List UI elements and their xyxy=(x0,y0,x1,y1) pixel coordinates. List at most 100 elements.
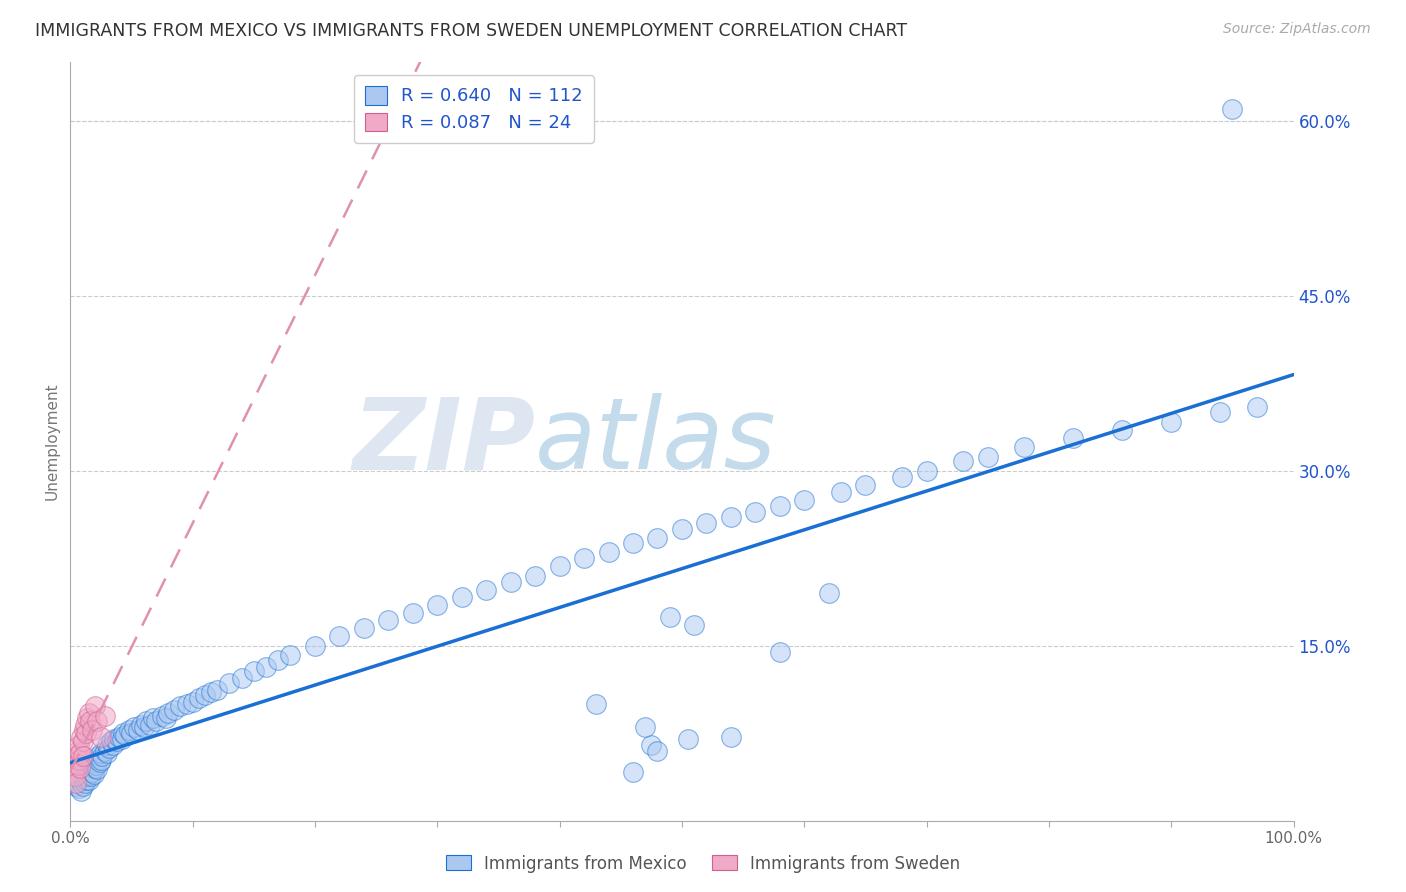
Point xyxy=(243,665,266,679)
Point xyxy=(75,772,97,787)
Point xyxy=(647,532,669,546)
Point xyxy=(200,685,222,699)
Point xyxy=(118,723,141,737)
Point xyxy=(671,522,693,536)
Legend: Immigrants from Mexico, Immigrants from Sweden: Immigrants from Mexico, Immigrants from … xyxy=(439,848,967,880)
Text: IMMIGRANTS FROM MEXICO VS IMMIGRANTS FROM SWEDEN UNEMPLOYMENT CORRELATION CHART: IMMIGRANTS FROM MEXICO VS IMMIGRANTS FRO… xyxy=(35,22,907,40)
Point xyxy=(90,730,112,744)
Point xyxy=(86,753,108,767)
Point xyxy=(73,776,96,790)
Point xyxy=(65,779,87,793)
Text: Source: ZipAtlas.com: Source: ZipAtlas.com xyxy=(1223,22,1371,37)
Point xyxy=(93,744,115,758)
Point xyxy=(79,761,101,775)
Point xyxy=(87,749,110,764)
Point xyxy=(793,492,815,507)
Point xyxy=(121,726,143,740)
Point xyxy=(73,769,96,783)
Point xyxy=(83,767,105,781)
Point xyxy=(915,464,938,478)
Point xyxy=(83,699,105,714)
Point xyxy=(176,697,198,711)
Point xyxy=(499,574,522,589)
Point xyxy=(65,749,87,764)
Point xyxy=(93,708,115,723)
Point xyxy=(114,729,136,743)
Point xyxy=(1160,415,1182,429)
Point xyxy=(155,711,177,725)
Point xyxy=(572,551,595,566)
Point xyxy=(640,738,662,752)
Point xyxy=(83,756,105,770)
Point xyxy=(658,609,681,624)
Point xyxy=(75,726,97,740)
Point xyxy=(720,510,742,524)
Point xyxy=(634,720,657,734)
Point xyxy=(1246,400,1268,414)
Point xyxy=(676,731,699,746)
Point xyxy=(169,699,191,714)
Point xyxy=(84,757,107,772)
Point xyxy=(218,676,240,690)
Point xyxy=(139,718,162,732)
Point xyxy=(280,648,302,662)
Point xyxy=(72,749,94,764)
Point xyxy=(82,757,104,772)
Point xyxy=(98,741,121,756)
Point xyxy=(598,545,620,559)
Point xyxy=(145,714,167,729)
Point xyxy=(79,714,101,729)
Point xyxy=(132,720,155,734)
Point xyxy=(891,469,914,483)
Point xyxy=(66,744,89,758)
Point xyxy=(621,536,644,550)
Point xyxy=(129,718,152,732)
Point xyxy=(73,718,96,732)
Point xyxy=(647,744,669,758)
Point xyxy=(69,761,91,775)
Point xyxy=(63,769,86,783)
Legend: R = 0.640   N = 112, R = 0.087   N = 24: R = 0.640 N = 112, R = 0.087 N = 24 xyxy=(354,75,593,143)
Point xyxy=(69,746,91,760)
Point xyxy=(63,764,86,779)
Point xyxy=(122,720,145,734)
Point xyxy=(70,730,93,744)
Point xyxy=(254,659,277,673)
Point xyxy=(86,762,108,776)
Point xyxy=(90,746,112,760)
Point xyxy=(72,767,94,781)
Point xyxy=(82,723,104,737)
Point xyxy=(76,711,98,725)
Point xyxy=(96,738,118,752)
Point xyxy=(69,772,91,787)
Point xyxy=(77,772,100,787)
Point xyxy=(194,688,217,702)
Point xyxy=(73,723,96,737)
Point xyxy=(80,769,103,783)
Point xyxy=(72,779,94,793)
Point xyxy=(621,764,644,779)
Point xyxy=(86,714,108,729)
Point xyxy=(952,454,974,468)
Point xyxy=(744,504,766,518)
Point xyxy=(157,706,180,721)
Point xyxy=(66,757,89,772)
Point xyxy=(101,738,124,752)
Point xyxy=(1111,423,1133,437)
Point xyxy=(817,586,839,600)
Point xyxy=(720,730,742,744)
Text: atlas: atlas xyxy=(536,393,776,490)
Point xyxy=(163,703,186,717)
Point xyxy=(402,606,425,620)
Point xyxy=(150,708,173,723)
Point xyxy=(830,484,852,499)
Point xyxy=(377,613,399,627)
Point xyxy=(353,621,375,635)
Point xyxy=(96,746,118,760)
Text: ZIP: ZIP xyxy=(352,393,536,490)
Point xyxy=(1220,102,1243,116)
Point xyxy=(111,726,134,740)
Point xyxy=(82,764,104,779)
Point xyxy=(548,559,571,574)
Point xyxy=(105,734,128,748)
